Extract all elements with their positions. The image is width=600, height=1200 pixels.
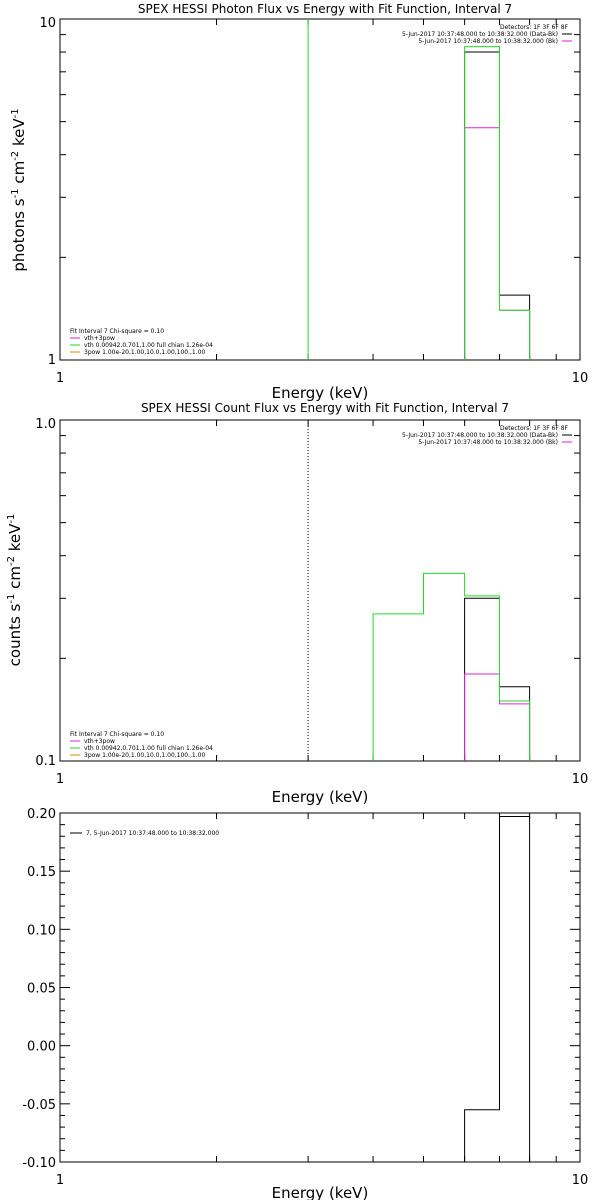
residuals-ytick-label: -0.10 bbox=[22, 1156, 56, 1171]
residuals-ytick-label: 0.00 bbox=[27, 1040, 56, 1055]
photon-legend-entry-data: 5-Jun-2017 10:37:48.000 to 10:38:32.000 … bbox=[402, 31, 558, 38]
count-legend-vth: vth 0.00942,0.701,1.00 full chian 1.26e-… bbox=[84, 745, 213, 752]
count-legend-entry-data: 5-Jun-2017 10:37:48.000 to 10:38:32.000 … bbox=[402, 432, 558, 439]
count-xtick-label-1: 1 bbox=[56, 772, 64, 787]
count-legend-left: Fit Interval 7 Chi-square = 0.10 vth+3po… bbox=[70, 731, 213, 759]
photon-legend-right: Detectors: 1F 3F 6F 8F 5-Jun-2017 10:37:… bbox=[402, 24, 572, 45]
count-legend-fit-header: Fit Interval 7 Chi-square = 0.10 bbox=[70, 731, 164, 738]
count-ytick-label-1-0: 1.0 bbox=[35, 417, 56, 432]
residuals-ytick-label: -0.05 bbox=[22, 1098, 56, 1113]
photon-flux-panel: SPEX HESSI Photon Flux vs Energy with Fi… bbox=[10, 2, 588, 402]
photon-legend-left: Fit Interval 7 Chi-square = 0.10 vth+3po… bbox=[70, 328, 213, 356]
series-residual-steps bbox=[464, 816, 531, 1162]
count-legend-entry-bk: 5-Jun-2017 10:37:48.000 to 10:38:32.000 … bbox=[418, 439, 558, 446]
photon-ytick-label-1: 1 bbox=[48, 353, 56, 368]
photon-chart-title: SPEX HESSI Photon Flux vs Energy with Fi… bbox=[138, 2, 512, 16]
photon-x-axis-label: Energy (keV) bbox=[272, 384, 369, 402]
residuals-series-marks bbox=[464, 816, 531, 1162]
count-ytick-label-0-1: 0.1 bbox=[35, 754, 56, 769]
photon-legend-vth3pow: vth+3pow bbox=[84, 335, 115, 342]
count-y-axis-label: counts s-1 cm-2 keV-1 bbox=[6, 514, 24, 667]
photon-series-marks bbox=[464, 46, 531, 360]
count-flux-panel: SPEX HESSI Count Flux vs Energy with Fit… bbox=[6, 401, 588, 806]
photon-legend-vth: vth 0.00942,0.701,1.00 full chian 1.26e-… bbox=[84, 342, 213, 349]
series-data-bk-steps bbox=[464, 597, 531, 761]
count-legend-header: Detectors: 1F 3F 6F 8F bbox=[500, 425, 569, 432]
photon-legend-header: Detectors: 1F 3F 6F 8F bbox=[500, 24, 569, 31]
residuals-ytick-label: 0.20 bbox=[27, 807, 56, 822]
photon-legend-entry-bk: 5-Jun-2017 10:37:48.000 to 10:38:32.000 … bbox=[418, 38, 558, 45]
residuals-xtick-label-1: 1 bbox=[56, 1173, 64, 1188]
count-minor-ticks bbox=[60, 420, 580, 761]
count-legend-vth3pow: vth+3pow bbox=[84, 738, 115, 745]
residuals-legend: 7, 5-Jun-2017 10:37:48.000 to 10:38:32.0… bbox=[70, 830, 219, 837]
series-bk-steps bbox=[464, 127, 531, 360]
series-vth-steps bbox=[372, 572, 531, 761]
residuals-legend-entry: 7, 5-Jun-2017 10:37:48.000 to 10:38:32.0… bbox=[86, 830, 219, 837]
count-xtick-label-10: 10 bbox=[572, 772, 589, 787]
count-series-marks bbox=[372, 572, 531, 761]
photon-xtick-label-1: 1 bbox=[56, 371, 64, 386]
residuals-xtick-label-10: 10 bbox=[572, 1173, 589, 1188]
series-vth-steps bbox=[464, 46, 531, 360]
photon-xtick-label-10: 10 bbox=[572, 371, 589, 386]
residuals-ytick-labels: 0.20 0.15 0.10 0.05 0.00 -0.05 -0.10 bbox=[22, 807, 56, 1171]
residuals-ytick-label: 0.10 bbox=[27, 923, 56, 938]
residuals-panel: 0.20 0.15 0.10 0.05 0.00 -0.05 -0.10 1 10 Ener… bbox=[22, 807, 588, 1200]
count-legend-right: Detectors: 1F 3F 6F 8F 5-Jun-2017 10:37:… bbox=[402, 425, 572, 446]
residuals-ytick-label: 0.05 bbox=[27, 982, 56, 997]
photon-ytick-label-10: 10 bbox=[39, 16, 56, 31]
series-data-bk-steps bbox=[464, 51, 531, 360]
photon-legend-3pow: 3pow 1.00e-20,1.00,10.0,1.00,100.,1.00 bbox=[84, 349, 205, 356]
count-chart-title: SPEX HESSI Count Flux vs Energy with Fit… bbox=[141, 401, 509, 415]
count-x-axis-label: Energy (keV) bbox=[272, 788, 369, 806]
count-plot-frame bbox=[59, 419, 581, 762]
photon-minor-ticks bbox=[60, 19, 580, 360]
residuals-x-axis-label: Energy (keV) bbox=[272, 1184, 369, 1200]
residuals-plot-frame bbox=[59, 812, 581, 1163]
residuals-minor-ticks bbox=[60, 812, 580, 1163]
photon-y-axis-label: photons s-1 cm-2 keV-1 bbox=[10, 108, 28, 271]
photon-plot-frame bbox=[59, 18, 581, 361]
residuals-ytick-label: 0.15 bbox=[27, 865, 56, 880]
photon-legend-fit-header: Fit Interval 7 Chi-square = 0.10 bbox=[70, 328, 164, 335]
count-legend-3pow: 3pow 1.00e-20,1.00,10.0,1.00,100.,1.00 bbox=[84, 752, 205, 759]
